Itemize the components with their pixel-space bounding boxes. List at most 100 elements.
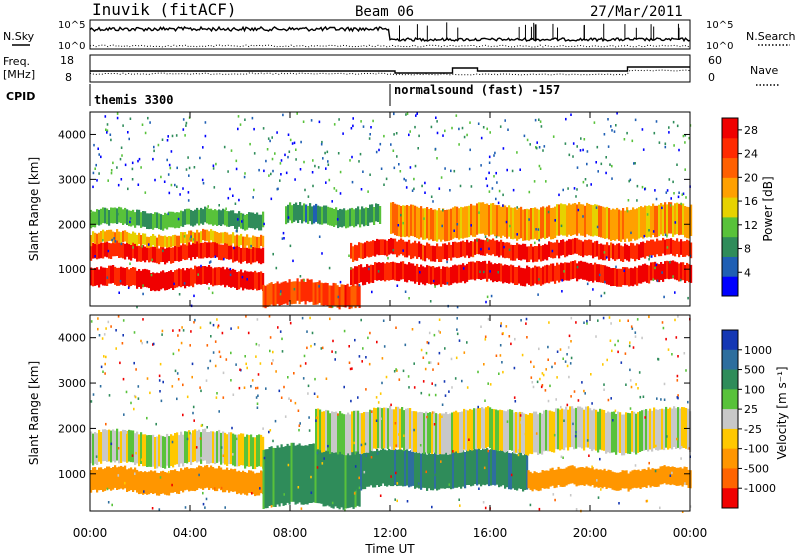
- range-time-cell: [140, 471, 143, 494]
- range-time-cell: [597, 469, 600, 488]
- range-time-cell: [156, 272, 159, 291]
- scatter-cell: [281, 350, 284, 353]
- scatter-cell: [370, 410, 373, 413]
- range-time-cell: [570, 239, 573, 255]
- scatter-cell: [610, 397, 612, 400]
- range-time-cell: [128, 232, 131, 245]
- range-time-cell: [112, 467, 115, 490]
- range-time-cell: [234, 434, 237, 467]
- scatter-cell: [92, 185, 94, 189]
- scatter-cell: [274, 419, 277, 423]
- range-time-cell: [96, 209, 99, 225]
- range-time-cell: [414, 240, 417, 257]
- range-time-cell: [521, 412, 524, 453]
- scatter-cell: [586, 439, 589, 442]
- velocity-colorbar-swatch: [722, 488, 738, 509]
- range-time-cell: [487, 406, 490, 447]
- scatter-cell: [634, 464, 637, 467]
- scatter-cell: [655, 197, 658, 201]
- scatter-cell: [138, 157, 141, 161]
- scatter-cell: [402, 249, 404, 252]
- scatter-cell: [582, 180, 585, 184]
- range-time-cell: [406, 205, 409, 237]
- range-time-cell: [479, 408, 482, 449]
- scatter-cell: [279, 179, 281, 182]
- scatter-cell: [648, 315, 650, 319]
- scatter-cell: [432, 279, 435, 283]
- scatter-cell: [442, 209, 444, 212]
- scatter-cell: [291, 142, 294, 145]
- range-time-cell: [508, 205, 511, 237]
- range-time-cell: [272, 447, 275, 507]
- range-time-cell: [330, 285, 333, 309]
- range-time-cell: [543, 410, 546, 452]
- range-time-cell: [359, 413, 362, 454]
- scatter-cell: [202, 491, 204, 495]
- scatter-cell: [296, 112, 298, 115]
- range-time-cell: [242, 433, 245, 466]
- scatter-cell: [299, 422, 301, 425]
- range-time-cell: [106, 430, 109, 462]
- scatter-cell: [200, 264, 202, 268]
- velocity-colorbar-swatch: [722, 468, 738, 489]
- range-time-cell: [112, 207, 115, 224]
- scatter-cell: [406, 112, 409, 115]
- scatter-cell: [235, 363, 237, 366]
- range-time-cell: [600, 206, 603, 238]
- range-time-cell: [304, 445, 307, 505]
- range-time-cell: [154, 437, 157, 469]
- scatter-cell: [216, 392, 218, 395]
- range-time-cell: [647, 467, 650, 486]
- range-time-cell: [102, 429, 105, 462]
- power-colorbar-tick-label: 8: [744, 243, 751, 256]
- scatter-cell: [360, 443, 363, 447]
- range-time-cell: [632, 268, 635, 287]
- scatter-cell: [220, 486, 223, 490]
- range-time-cell: [190, 468, 193, 491]
- range-time-cell: [539, 472, 542, 491]
- scatter-cell: [642, 395, 645, 398]
- range-time-cell: [218, 209, 221, 226]
- range-time-cell: [200, 466, 203, 489]
- range-time-cell: [445, 412, 448, 453]
- range-time-cell: [218, 465, 221, 489]
- range-time-cell: [548, 205, 551, 237]
- range-time-cell: [228, 432, 231, 465]
- range-time-cell: [170, 236, 173, 248]
- range-time-cell: [148, 270, 151, 289]
- range-time-cell: [208, 231, 211, 243]
- range-time-cell: [644, 263, 647, 282]
- range-time-cell: [206, 465, 209, 488]
- range-time-cell: [572, 261, 575, 279]
- scatter-cell: [653, 131, 656, 135]
- scatter-cell: [641, 185, 644, 189]
- range-time-cell: [625, 412, 628, 454]
- range-time-cell: [132, 430, 135, 463]
- range-time-cell: [212, 230, 215, 242]
- scatter-cell: [393, 370, 396, 373]
- scatter-cell: [417, 482, 420, 485]
- range-time-cell: [606, 206, 609, 239]
- scatter-cell: [354, 465, 357, 468]
- scatter-cell: [107, 179, 109, 182]
- range-time-cell: [667, 466, 670, 485]
- scatter-cell: [192, 411, 194, 415]
- scatter-cell: [676, 396, 679, 399]
- scatter-cell: [236, 228, 238, 231]
- range-time-cell: [345, 414, 348, 456]
- scatter-cell: [297, 409, 300, 412]
- scatter-cell: [665, 337, 667, 341]
- range-time-cell: [138, 245, 141, 262]
- scatter-cell: [529, 503, 532, 507]
- range-time-cell: [258, 434, 261, 467]
- scatter-cell: [283, 385, 285, 389]
- range-time-cell: [468, 242, 471, 259]
- scatter-cell: [121, 154, 123, 157]
- scatter-cell: [507, 128, 509, 131]
- range-time-cell: [210, 266, 213, 285]
- range-time-cell: [100, 266, 103, 285]
- scatter-cell: [303, 354, 306, 358]
- scatter-cell: [617, 350, 619, 354]
- scatter-cell: [216, 318, 218, 321]
- scatter-cell: [542, 149, 544, 152]
